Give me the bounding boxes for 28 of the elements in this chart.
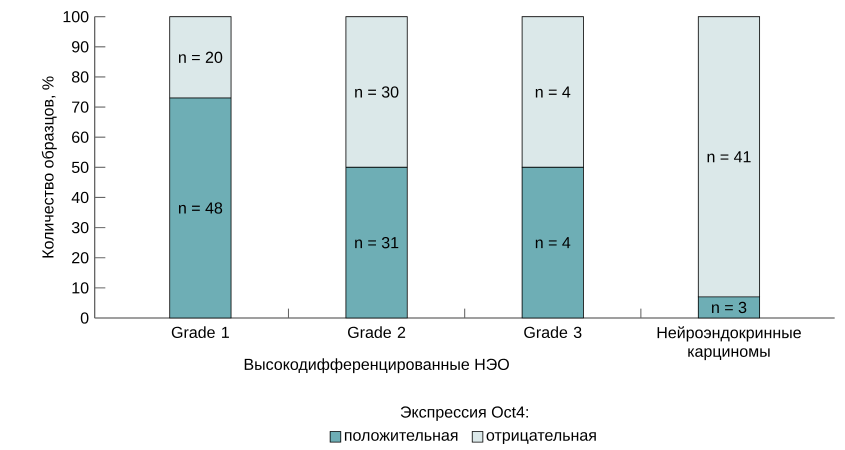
y-tick-label: 90 bbox=[72, 41, 88, 52]
annotation: n = 4 bbox=[536, 86, 570, 98]
y-tick-label: 50 bbox=[72, 162, 88, 173]
annotation: n = 4 bbox=[536, 237, 570, 248]
legend-title: Экспрессия Oct4: bbox=[400, 406, 528, 421]
y-tick-label: 70 bbox=[72, 101, 88, 113]
annotation: n = 41 bbox=[708, 151, 751, 162]
legend-label: положительная bbox=[344, 432, 458, 441]
y-tick-label: 40 bbox=[72, 192, 88, 204]
x-tick-label: Grade 1 bbox=[172, 326, 229, 338]
y-tick-label: 80 bbox=[72, 71, 88, 83]
y-tick-label: 60 bbox=[72, 132, 88, 143]
y-tick-label: 0 bbox=[80, 312, 88, 324]
y-tick-label: 10 bbox=[72, 282, 88, 294]
annotation: n = 3 bbox=[712, 302, 746, 314]
y-tick-label: 20 bbox=[72, 252, 88, 264]
y-axis-title: Количество образцов, % bbox=[42, 76, 57, 258]
annotation: n = 31 bbox=[355, 237, 398, 248]
annotation: n = 48 bbox=[178, 202, 222, 214]
y-tick-label: 30 bbox=[72, 222, 88, 234]
x-tick-label: Grade 2 bbox=[348, 326, 406, 338]
x-tick-label: Grade 3 bbox=[524, 326, 582, 338]
annotation: n = 30 bbox=[355, 86, 398, 98]
annotation: n = 20 bbox=[178, 52, 222, 63]
x-axis-title: Высокодифференцированные НЭО bbox=[244, 358, 509, 374]
y-tick-label: 100 bbox=[64, 11, 88, 22]
legend-label: отрицательная bbox=[486, 432, 596, 444]
x-tick-label: Нейроэндокринные карциномы bbox=[658, 326, 801, 360]
